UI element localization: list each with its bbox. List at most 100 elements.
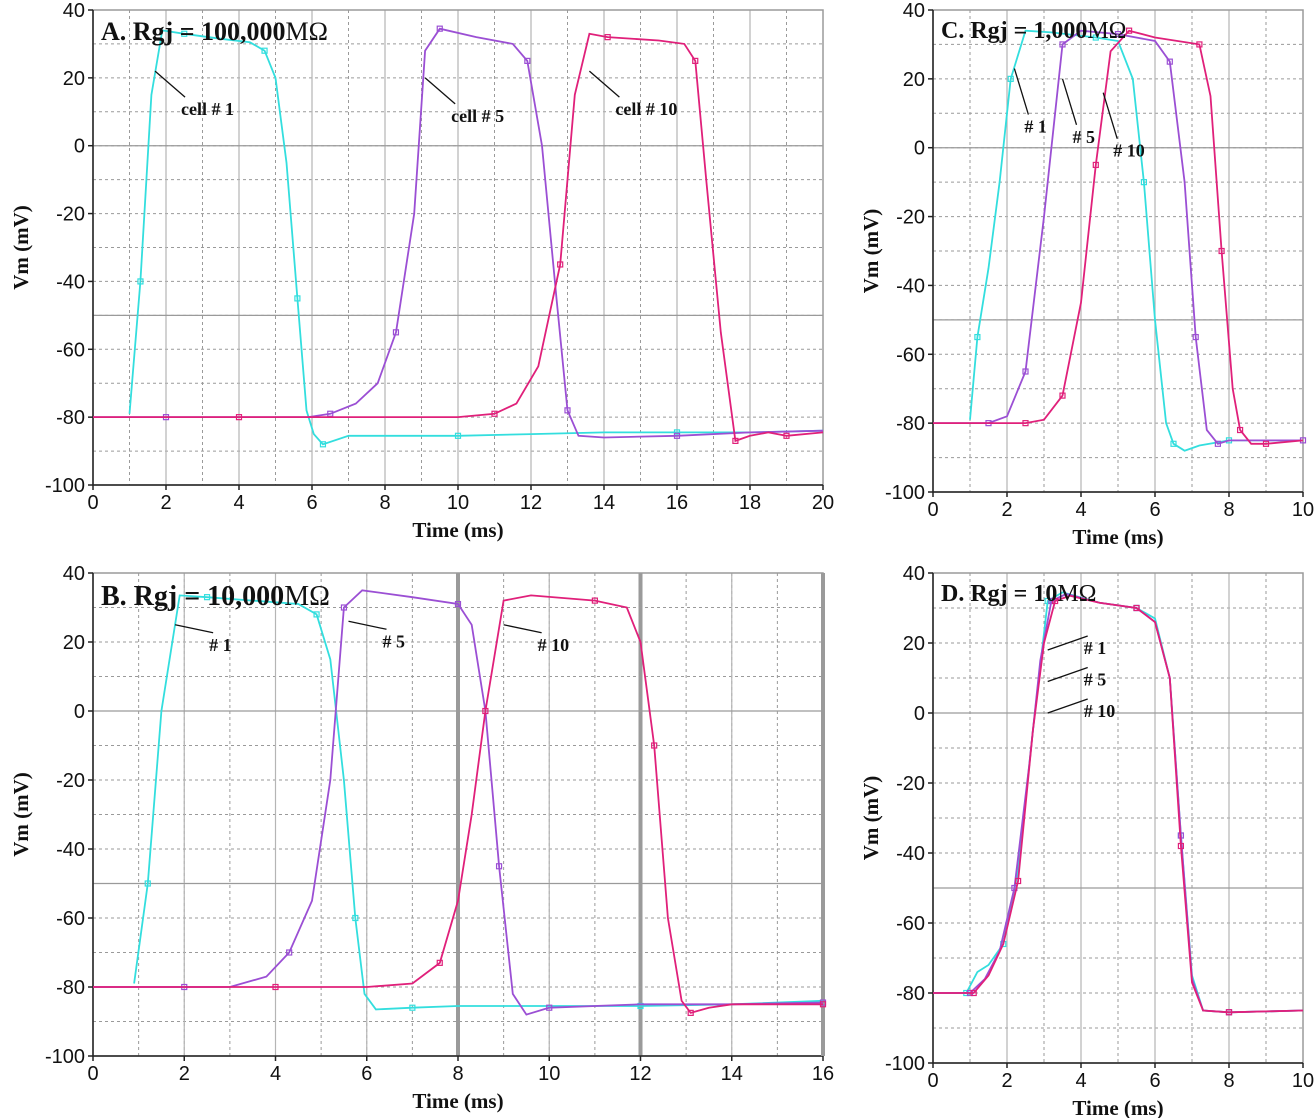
annotation-label: # 5 [1073, 127, 1096, 147]
y-tick-label: 0 [914, 703, 925, 725]
x-tick-label: 0 [87, 492, 98, 514]
data-point [235, 414, 243, 421]
data-point [1059, 392, 1066, 399]
data-point [1048, 597, 1055, 605]
panel-title-text: B. Rgj = 10,000 [101, 581, 284, 612]
data-point [1140, 179, 1148, 186]
y-tick-label: -40 [896, 275, 925, 297]
data-point [1133, 604, 1140, 612]
y-tick-label: 0 [74, 701, 85, 723]
annotation-label: cell # 1 [181, 99, 234, 119]
annotation-label: cell # 5 [451, 106, 504, 126]
x-tick-label: 14 [593, 492, 615, 514]
y-tick-label: 20 [903, 633, 925, 655]
data-point [687, 1009, 694, 1016]
x-tick-label: 10 [1292, 1070, 1314, 1092]
y-tick-label: 40 [903, 0, 925, 22]
annotation-leader [174, 624, 214, 634]
y-tick-label: -40 [56, 839, 85, 861]
annotation-label: # 1 [1024, 117, 1047, 137]
data-point [1125, 27, 1133, 34]
data-point [732, 437, 739, 444]
data-point [137, 278, 144, 285]
data-point [261, 47, 268, 54]
data-point [970, 989, 977, 997]
data-point [313, 611, 320, 618]
annotation-leader [1047, 666, 1088, 683]
data-point [1051, 597, 1059, 605]
data-point [454, 600, 462, 608]
panel-title: A. Rgj = 100,000MΩ [101, 17, 328, 46]
x-tick-label: 14 [721, 1063, 743, 1085]
data-point [482, 707, 489, 715]
series-line-1 [128, 29, 824, 446]
x-tick-label: 6 [1149, 1070, 1160, 1092]
y-tick-label: 40 [903, 563, 925, 585]
y-tick-label: -40 [896, 843, 925, 865]
x-tick-label: 20 [812, 492, 834, 514]
data-point [591, 597, 598, 604]
y-tick-label: -100 [885, 1053, 925, 1075]
series-line-2 [93, 589, 824, 1016]
data-point [340, 604, 348, 611]
x-tick-label: 0 [927, 499, 938, 521]
data-point [1007, 75, 1014, 82]
x-axis-label: Time (ms) [412, 1089, 503, 1113]
y-axis-label: Vm (mV) [859, 209, 883, 294]
x-tick-label: 0 [927, 1070, 938, 1092]
data-point [491, 410, 498, 417]
y-tick-label: -80 [896, 413, 925, 435]
panel-title-unit: MΩ [1057, 581, 1096, 607]
y-tick-label: -100 [45, 475, 85, 497]
data-point [1092, 34, 1099, 41]
data-point [1014, 877, 1022, 885]
annotation-leader [348, 620, 387, 630]
data-point [392, 329, 400, 336]
y-tick-label: -100 [885, 482, 925, 504]
y-tick-label: -80 [896, 983, 925, 1005]
data-point [783, 432, 790, 439]
x-tick-label: 12 [520, 492, 542, 514]
y-tick-label: -20 [896, 773, 925, 795]
annotation-label: # 10 [1113, 141, 1145, 161]
x-axis-label: Time (ms) [1072, 1096, 1163, 1118]
annotation-label: # 5 [383, 631, 406, 651]
x-tick-label: 6 [306, 492, 317, 514]
x-tick-label: 4 [1075, 1070, 1086, 1092]
x-tick-label: 8 [1223, 1070, 1234, 1092]
x-tick-label: 2 [1001, 1070, 1012, 1092]
series-line-1 [969, 29, 1303, 452]
series-line-1 [133, 594, 824, 1011]
data-point [1059, 41, 1066, 48]
panel-title-text: A. Rgj = 100,000 [101, 17, 286, 46]
data-point [692, 57, 699, 64]
data-point [651, 742, 658, 749]
x-tick-label: 18 [739, 492, 761, 514]
y-tick-label: 0 [74, 136, 85, 158]
y-tick-label: 40 [63, 0, 85, 22]
panel-b: 0 2 4 6 8 10 12 14 16 -100 -80 -60 -40 -20 0 20 40 Time (… [9, 563, 834, 1113]
x-tick-label: 8 [1223, 499, 1234, 521]
y-tick-label: -60 [896, 913, 925, 935]
annotation-label: # 1 [1084, 638, 1107, 658]
panel-title: D. Rgj = 10MΩ [941, 581, 1097, 607]
data-point [1166, 58, 1173, 65]
y-tick-label: 20 [903, 69, 925, 91]
data-point [272, 983, 279, 991]
panel-c: 0 2 4 6 8 10 -100 -80 -60 -40 -20 0 20 40 Time (ms) Vm … [859, 0, 1314, 549]
panel-title-unit: MΩ [284, 581, 330, 612]
data-point [495, 863, 503, 870]
data-point [1177, 842, 1185, 850]
x-tick-label: 2 [179, 1063, 190, 1085]
series-line-3 [933, 594, 1304, 1014]
data-point [1225, 1009, 1233, 1016]
panel-title: B. Rgj = 10,000MΩ [101, 581, 330, 612]
x-tick-label: 10 [1292, 499, 1314, 521]
x-tick-label: 8 [379, 492, 390, 514]
x-tick-label: 6 [361, 1063, 372, 1085]
data-point [181, 30, 188, 37]
series-line-2 [93, 27, 824, 439]
y-tick-label: 20 [63, 68, 85, 90]
y-tick-label: -60 [56, 339, 85, 361]
